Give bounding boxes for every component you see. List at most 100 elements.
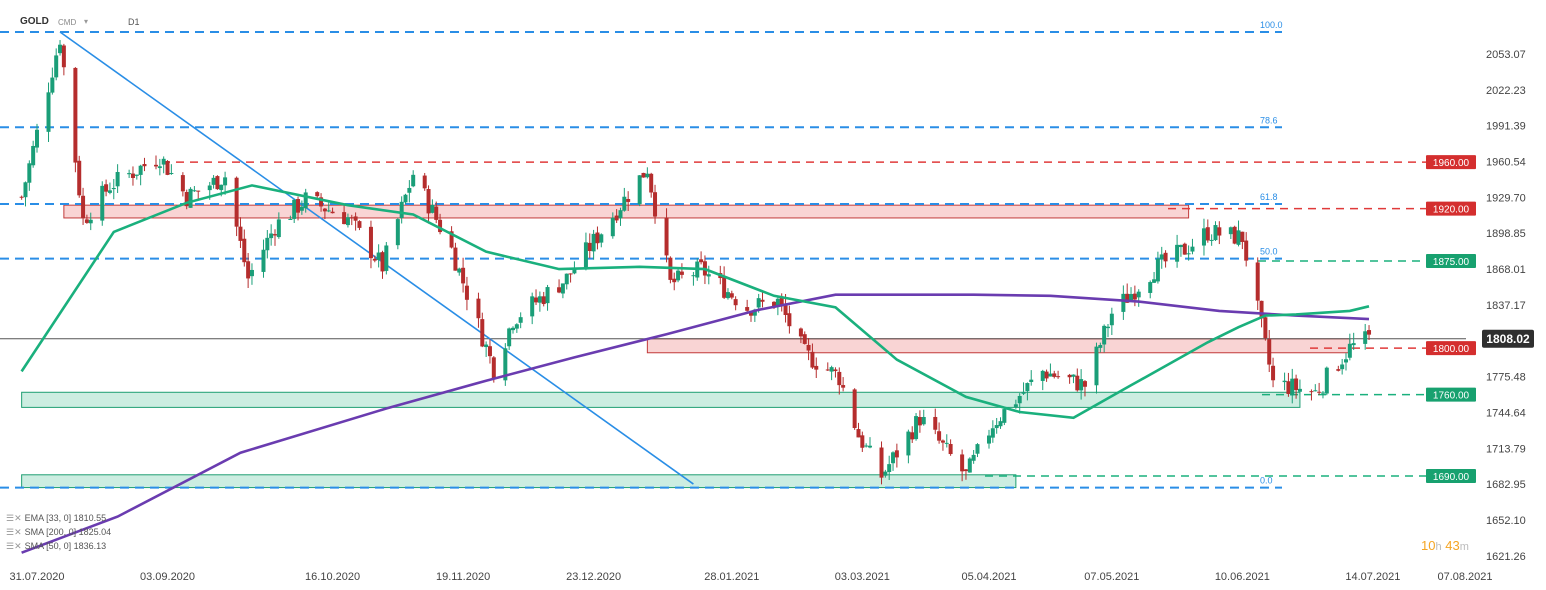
candle-body[interactable] bbox=[1136, 291, 1141, 298]
candle-body[interactable] bbox=[775, 298, 780, 307]
candle-body[interactable] bbox=[411, 174, 416, 187]
zone-green-3[interactable] bbox=[21, 474, 1017, 489]
candle-body[interactable] bbox=[319, 197, 324, 207]
candle-body[interactable] bbox=[127, 173, 132, 175]
candle-body[interactable] bbox=[1309, 391, 1314, 393]
candle-body[interactable] bbox=[1286, 381, 1291, 394]
candle-body[interactable] bbox=[649, 173, 654, 193]
candle-body[interactable] bbox=[1121, 293, 1126, 312]
candle-body[interactable] bbox=[860, 435, 865, 448]
candle-body[interactable] bbox=[1255, 262, 1260, 301]
candle-body[interactable] bbox=[219, 184, 224, 191]
candle-body[interactable] bbox=[1098, 344, 1103, 348]
candle-body[interactable] bbox=[1132, 293, 1137, 300]
candle-body[interactable] bbox=[184, 192, 189, 207]
candle-body[interactable] bbox=[142, 164, 147, 167]
candle-body[interactable] bbox=[1324, 367, 1329, 394]
candle-body[interactable] bbox=[672, 278, 677, 283]
candle-body[interactable] bbox=[54, 55, 59, 78]
candle-body[interactable] bbox=[518, 317, 523, 323]
candle-body[interactable] bbox=[154, 164, 158, 167]
candle-body[interactable] bbox=[100, 185, 105, 221]
candle-body[interactable] bbox=[787, 313, 792, 327]
candle-body[interactable] bbox=[399, 201, 404, 218]
candle-body[interactable] bbox=[1190, 246, 1195, 252]
candle-body[interactable] bbox=[276, 219, 281, 238]
candle-body[interactable] bbox=[1125, 293, 1130, 303]
legend-sma200[interactable]: ☰✕ SMA [200, 0] 1825.04 bbox=[6, 527, 111, 538]
candle-body[interactable] bbox=[810, 351, 815, 368]
candle-body[interactable] bbox=[1102, 325, 1107, 345]
candle-body[interactable] bbox=[833, 369, 838, 372]
candle-body[interactable] bbox=[511, 327, 515, 331]
candle-body[interactable] bbox=[35, 129, 39, 148]
candle-body[interactable] bbox=[215, 176, 220, 190]
candle-body[interactable] bbox=[910, 432, 915, 440]
candle-body[interactable] bbox=[61, 45, 66, 68]
sma200-line[interactable] bbox=[21, 293, 1370, 554]
candle-body[interactable] bbox=[1347, 343, 1352, 358]
candle-body[interactable] bbox=[261, 249, 266, 272]
candle-body[interactable] bbox=[1148, 282, 1153, 293]
candle-body[interactable] bbox=[879, 447, 884, 478]
candle-body[interactable] bbox=[1175, 244, 1180, 262]
candle-body[interactable] bbox=[749, 312, 753, 316]
candle-body[interactable] bbox=[587, 242, 592, 251]
candle-body[interactable] bbox=[637, 175, 642, 205]
candle-body[interactable] bbox=[180, 175, 185, 192]
candle-body[interactable] bbox=[1094, 346, 1099, 386]
candle-body[interactable] bbox=[372, 258, 377, 261]
candle-body[interactable] bbox=[745, 307, 750, 311]
candle-body[interactable] bbox=[564, 273, 569, 285]
candle-body[interactable] bbox=[1344, 359, 1348, 363]
candle-body[interactable] bbox=[733, 299, 738, 306]
candle-body[interactable] bbox=[487, 346, 492, 357]
candle-body[interactable] bbox=[1320, 392, 1325, 394]
candle-body[interactable] bbox=[273, 234, 277, 236]
candle-body[interactable] bbox=[484, 344, 489, 348]
candle-body[interactable] bbox=[1067, 374, 1072, 378]
candle-body[interactable] bbox=[288, 218, 293, 220]
candle-body[interactable] bbox=[814, 365, 819, 370]
candle-body[interactable] bbox=[963, 469, 968, 472]
candle-body[interactable] bbox=[595, 232, 600, 244]
candle-body[interactable] bbox=[887, 464, 892, 473]
candle-body[interactable] bbox=[349, 217, 354, 219]
candle-body[interactable] bbox=[1213, 225, 1218, 241]
candle-body[interactable] bbox=[368, 226, 373, 259]
candle-body[interactable] bbox=[1267, 339, 1272, 365]
candle-body[interactable] bbox=[891, 452, 896, 464]
candle-body[interactable] bbox=[783, 303, 788, 315]
candle-body[interactable] bbox=[461, 267, 466, 284]
candle-body[interactable] bbox=[77, 160, 82, 196]
candle-body[interactable] bbox=[760, 299, 765, 302]
candle-body[interactable] bbox=[130, 173, 135, 178]
candle-body[interactable] bbox=[591, 233, 596, 252]
candle-body[interactable] bbox=[971, 454, 976, 461]
candle-body[interactable] bbox=[1317, 391, 1322, 393]
candle-body[interactable] bbox=[503, 348, 508, 381]
candle-body[interactable] bbox=[196, 190, 201, 192]
candle-body[interactable] bbox=[1048, 373, 1053, 377]
candle-body[interactable] bbox=[933, 416, 938, 430]
settings-icon[interactable]: ☰✕ bbox=[6, 541, 22, 551]
candle-body[interactable] bbox=[1282, 380, 1287, 383]
candle-body[interactable] bbox=[1340, 364, 1345, 370]
candle-body[interactable] bbox=[449, 231, 454, 248]
candle-body[interactable] bbox=[1129, 294, 1134, 301]
candle-body[interactable] bbox=[806, 344, 811, 351]
candle-body[interactable] bbox=[58, 44, 63, 54]
candle-body[interactable] bbox=[1152, 279, 1157, 283]
candle-body[interactable] bbox=[111, 187, 116, 190]
candle-body[interactable] bbox=[641, 172, 646, 178]
candle-body[interactable] bbox=[583, 242, 588, 268]
candle-body[interactable] bbox=[238, 226, 243, 241]
candle-body[interactable] bbox=[1186, 253, 1191, 255]
candle-body[interactable] bbox=[1205, 227, 1210, 241]
candle-body[interactable] bbox=[1209, 239, 1214, 241]
candle-body[interactable] bbox=[537, 296, 542, 303]
candle-body[interactable] bbox=[384, 245, 389, 271]
candle-body[interactable] bbox=[1178, 244, 1183, 248]
candle-body[interactable] bbox=[691, 275, 696, 277]
